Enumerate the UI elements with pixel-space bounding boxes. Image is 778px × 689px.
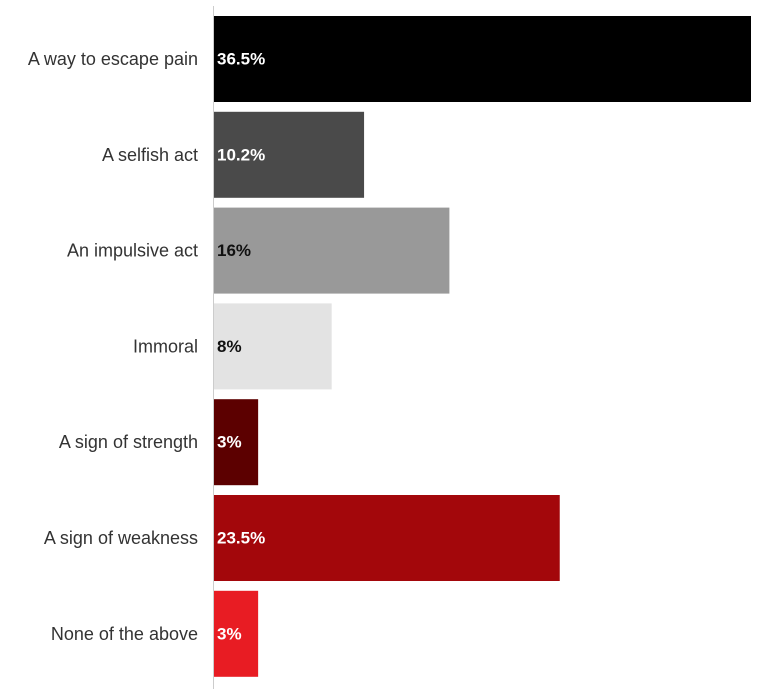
bar-1 [214,111,365,198]
category-label-5: A sign of weakness [44,528,198,548]
value-labels-group: 36.5% 10.2% 16% 8% 3% 23.5% 3% [217,50,265,644]
category-labels-group: A way to escape pain A selfish act An impu… [28,49,198,644]
value-label-5: 23.5% [217,529,265,548]
bar-3 [214,303,332,390]
bar-2 [214,207,450,294]
category-label-1: A selfish act [102,145,198,165]
value-label-0: 36.5% [217,50,265,69]
bar-0 [214,16,751,102]
category-label-6: None of the above [51,624,198,644]
value-label-6: 3% [217,624,242,643]
bar-4 [214,399,259,486]
bars-group [214,16,751,677]
category-label-3: Immoral [133,336,198,356]
category-label-2: An impulsive act [67,241,198,261]
bar-6 [214,590,259,677]
category-label-4: A sign of strength [59,432,198,452]
value-label-3: 8% [217,337,242,356]
category-label-0: A way to escape pain [28,49,198,69]
value-label-4: 3% [217,433,242,452]
bar-5 [214,495,560,581]
value-label-1: 10.2% [217,145,265,164]
value-label-2: 16% [217,241,251,260]
